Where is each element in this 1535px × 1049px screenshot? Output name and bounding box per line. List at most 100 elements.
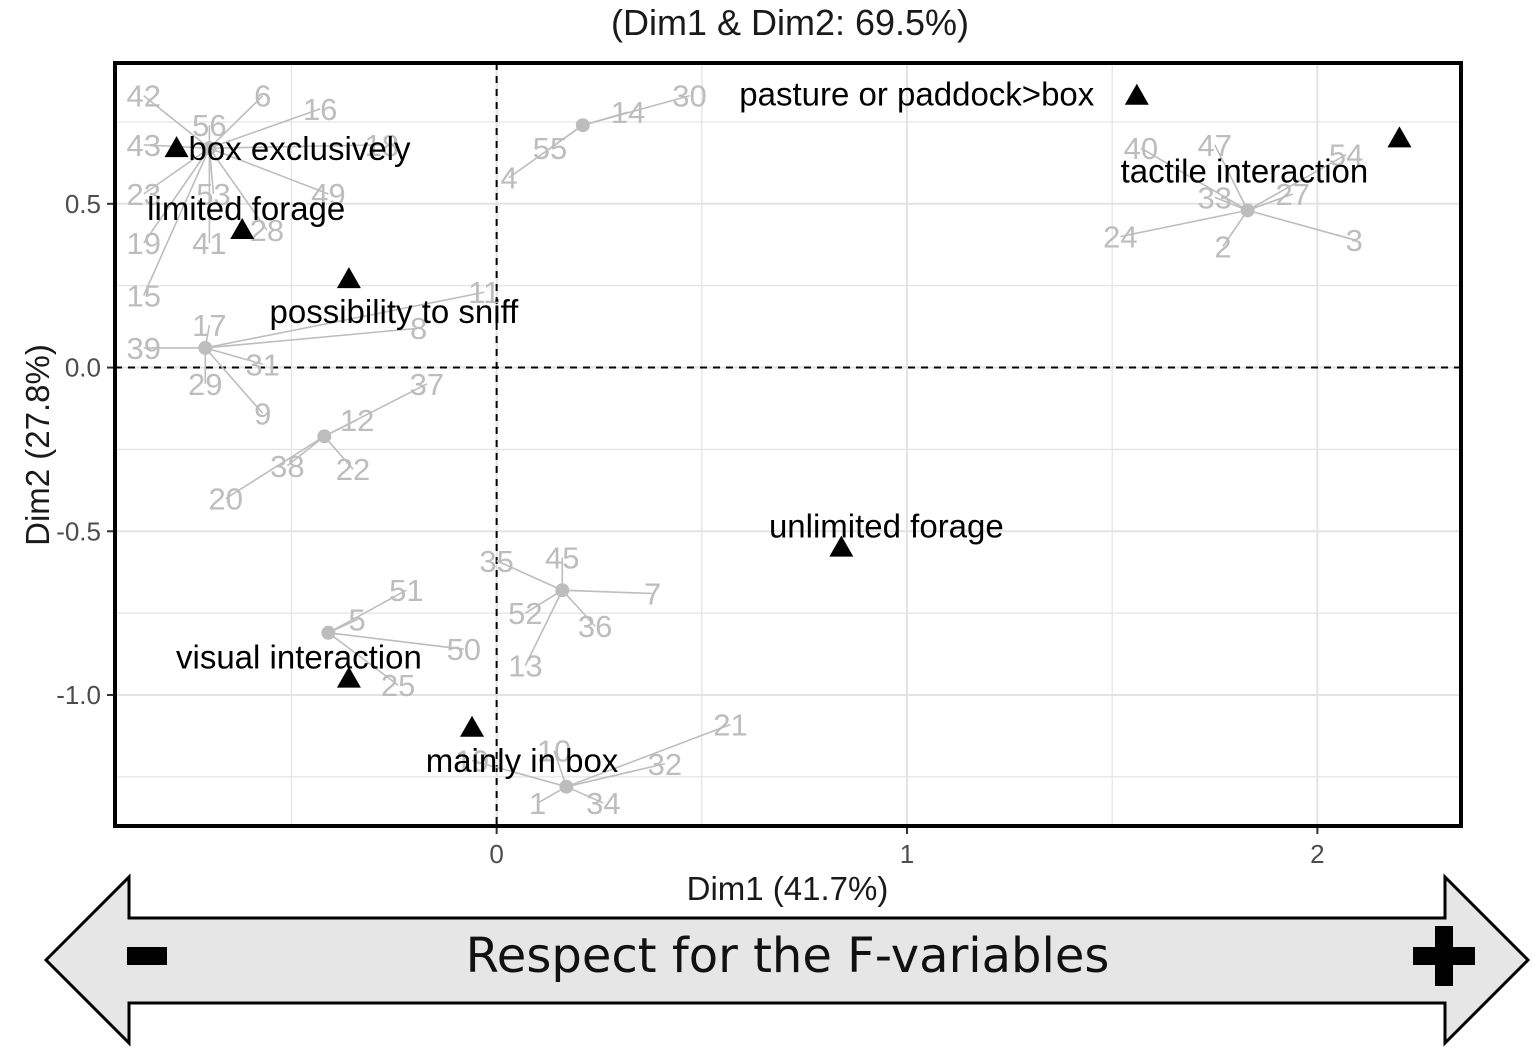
individual-label: 22 [336, 452, 370, 487]
individual-label: 15 [126, 279, 160, 314]
individual-label: 53 [196, 177, 230, 212]
category-marker [829, 535, 854, 557]
double-headed-arrow [43, 873, 1531, 1047]
cluster-ray [1247, 193, 1294, 212]
individual-label: 29 [188, 367, 222, 402]
individual-label: 11 [468, 275, 500, 310]
category-marker [1387, 126, 1412, 148]
individual-label: 33 [1198, 180, 1232, 215]
cluster-ray [286, 435, 325, 467]
individual-label: 30 [672, 79, 706, 114]
category-label: pasture or paddock>box [739, 76, 1094, 113]
cluster-ray [496, 560, 563, 591]
cluster-ray [1222, 209, 1249, 247]
category-label: possibility to sniff [269, 293, 519, 330]
cluster-ray [1247, 209, 1355, 241]
cluster-ray [205, 291, 485, 349]
chart-title: (Dim1 & Dim2: 69.5%) [610, 2, 970, 43]
individual-label: 4 [500, 161, 517, 196]
cluster-ray [208, 95, 264, 149]
individual-label: 45 [545, 540, 579, 575]
x-tick-label: 2 [1310, 839, 1324, 869]
individual-label: 39 [126, 331, 160, 366]
x-tick-label: 0 [489, 839, 503, 869]
individual-label: 13 [508, 649, 542, 684]
x-axis-label: Dim1 (41.7%) [686, 870, 889, 907]
cluster-1: 42 6 16 56 43 18 23 53 49 28 19 41 15 [126, 79, 398, 314]
individual-label: 20 [209, 482, 243, 517]
cluster-center-point [555, 583, 570, 598]
category-marker [164, 136, 189, 158]
cluster-ray [471, 759, 567, 788]
category-marker [336, 666, 361, 688]
cluster-ray [1140, 147, 1249, 212]
cluster-ray [562, 589, 653, 595]
cluster-ray [524, 589, 563, 614]
individual-label: 42 [126, 79, 160, 114]
individual-label: 14 [611, 95, 645, 130]
cluster-ray [1120, 209, 1248, 238]
cluster-ray [204, 347, 264, 414]
category-label: visual interaction [176, 639, 422, 676]
cluster-ray [1247, 153, 1347, 212]
y-tick-label: 0.0 [65, 353, 101, 383]
individual-label: 25 [381, 668, 415, 703]
category-label: limited forage [147, 190, 345, 227]
individual-label: 43 [126, 128, 160, 163]
cluster-ray [1214, 144, 1249, 211]
cluster-ray [508, 124, 584, 179]
individual-label: 3 [1346, 223, 1363, 258]
cluster-ray [143, 95, 210, 149]
y-axis-label: Dim2 (27.8%) [19, 344, 56, 546]
plot-border [113, 61, 1463, 828]
individual-label: 18 [364, 128, 398, 163]
individual-label: 17 [192, 308, 226, 343]
individual-label: 38 [270, 449, 304, 484]
cluster-ray [205, 327, 419, 349]
individual-label: 7 [644, 576, 661, 611]
cluster-ray [209, 147, 329, 195]
cluster-ray [327, 632, 399, 686]
individual-label: 56 [192, 108, 226, 143]
individual-label: 36 [578, 609, 612, 644]
individual-label: 54 [1329, 138, 1363, 173]
category-label: tactile interaction [1121, 152, 1369, 189]
individual-label: 19 [455, 744, 489, 779]
cluster-ray [225, 435, 325, 500]
individual-label: 32 [648, 747, 682, 782]
category-label: mainly in box [426, 742, 619, 779]
category-marker [1124, 83, 1149, 105]
individual-label: 16 [303, 92, 337, 127]
cluster-4: 17 11 8 39 31 29 9 [126, 275, 500, 431]
individual-label: 55 [533, 131, 567, 166]
individual-label: 47 [1198, 128, 1232, 163]
minus-symbol [127, 947, 167, 965]
individual-label: 9 [254, 396, 271, 431]
cluster-center-point [317, 429, 332, 444]
individual-label: 40 [1124, 131, 1158, 166]
cluster-center-point [1240, 203, 1255, 218]
individual-label: 1 [529, 786, 546, 821]
cluster-6: 35 45 7 52 36 13 [479, 540, 661, 683]
cluster-ray [209, 108, 321, 149]
individual-label: 35 [479, 544, 513, 579]
individual-label: 50 [447, 632, 481, 667]
individual-label: 24 [1103, 220, 1137, 255]
individual-label: 34 [586, 786, 620, 821]
cluster-ray [323, 435, 354, 470]
cluster-ray [524, 589, 564, 666]
category-marker [460, 715, 485, 737]
individual-label: 28 [250, 213, 284, 248]
cluster-center-point [202, 141, 217, 156]
individual-label: 27 [1276, 177, 1310, 212]
cluster-7: 51 5 50 25 [321, 573, 481, 703]
cluster-ray [582, 111, 629, 126]
cluster-ray [208, 147, 268, 231]
individual-label: 8 [410, 311, 427, 346]
category-marker [230, 218, 255, 240]
cluster-center-point [575, 118, 590, 133]
plus-symbol-vertical [1435, 926, 1453, 986]
cluster-ray [328, 631, 464, 650]
category-marker [336, 267, 361, 289]
